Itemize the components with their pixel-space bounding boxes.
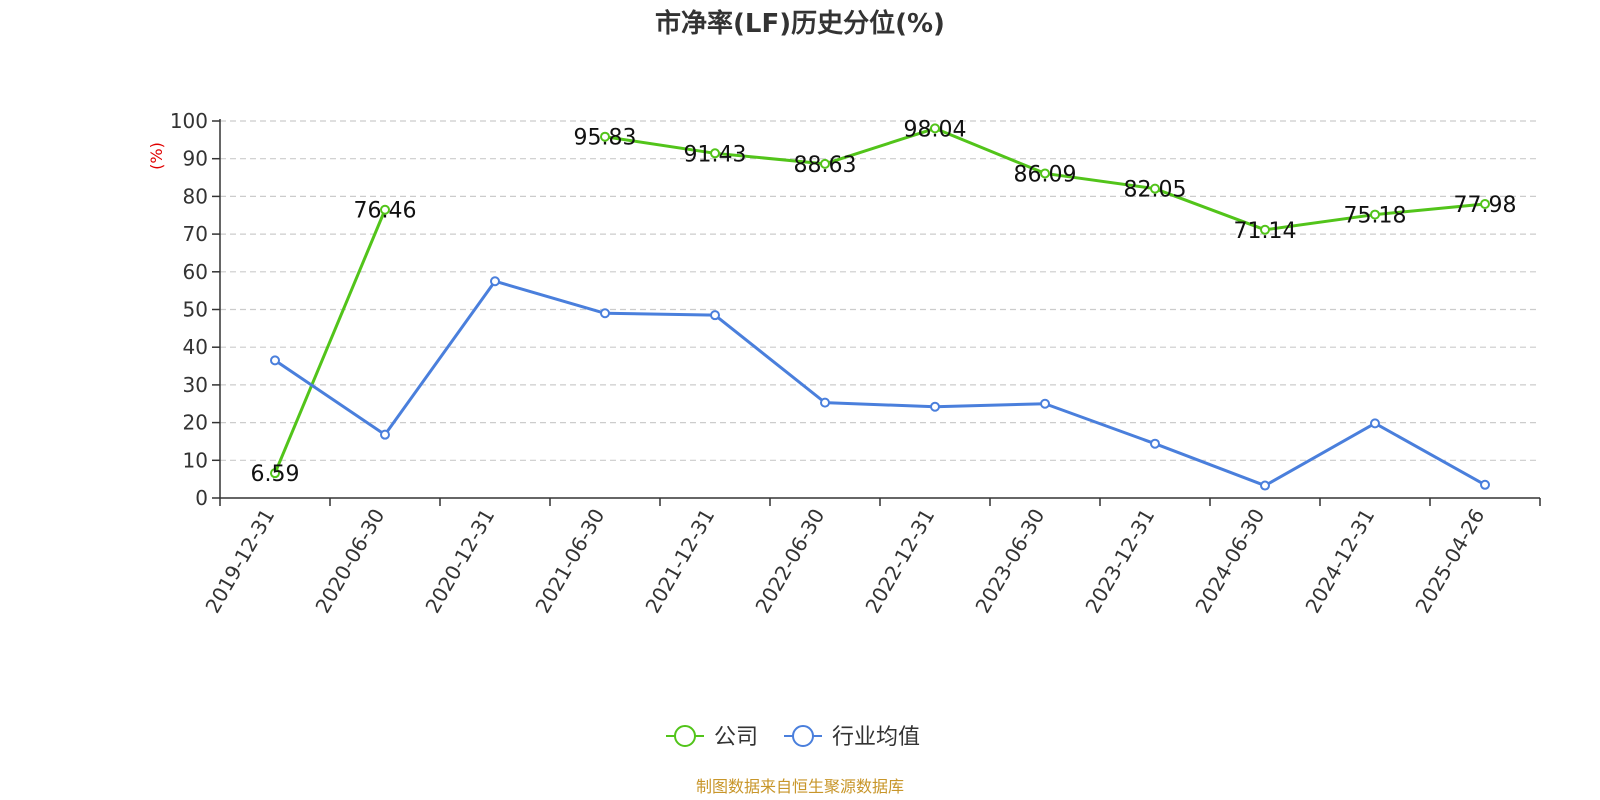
data-label: 82.05 <box>1124 178 1187 203</box>
data-point <box>380 204 390 215</box>
data-labels: 6.59 76.46 95.83 91.43 88.63 98.04 86.09 82.05 7… <box>251 117 1517 487</box>
x-tick-label: 2020-06-30 <box>310 505 389 618</box>
data-label: 98.04 <box>904 117 967 142</box>
x-tick-label: 2021-12-31 <box>640 505 719 618</box>
data-point <box>930 401 940 412</box>
data-point <box>820 397 830 408</box>
data-label: 77.98 <box>1454 193 1517 218</box>
data-label: 6.59 <box>251 462 300 487</box>
legend-marker-icon <box>674 725 696 747</box>
data-point <box>270 468 280 479</box>
y-tick-label: 70 <box>183 222 208 246</box>
gridlines <box>220 120 1540 461</box>
y-tick-label: 50 <box>183 298 208 322</box>
y-tick-label: 100 <box>170 109 208 133</box>
legend-label: 行业均值 <box>832 725 920 750</box>
data-point <box>1150 438 1160 449</box>
data-label: 76.46 <box>354 199 417 224</box>
data-label: 95.83 <box>574 126 637 151</box>
x-tick-label: 2022-12-31 <box>860 505 939 618</box>
data-point <box>1480 479 1490 490</box>
series-line-0 <box>273 209 387 474</box>
y-axis-label: (%) <box>147 142 166 170</box>
y-tick-label: 90 <box>183 147 208 171</box>
x-tick-label: 2024-06-30 <box>1190 505 1269 618</box>
series-layer <box>270 123 1490 491</box>
data-point <box>710 310 720 321</box>
series-line-1 <box>274 279 1486 488</box>
x-tick-label: 2023-06-30 <box>970 505 1049 618</box>
data-point <box>1370 418 1380 429</box>
data-point <box>270 355 280 366</box>
data-point <box>710 148 720 159</box>
data-label: 75.18 <box>1344 204 1407 229</box>
legend-marker-icon <box>792 725 814 747</box>
data-point <box>1480 199 1490 210</box>
x-tick-label: 2020-12-31 <box>420 505 499 618</box>
data-point <box>1150 183 1160 194</box>
x-tick-label: 2023-12-31 <box>1080 505 1159 618</box>
data-point <box>1260 224 1270 235</box>
data-label: 91.43 <box>684 142 747 167</box>
y-tick-label: 20 <box>183 411 208 435</box>
data-label: 88.63 <box>794 153 857 178</box>
y-tick-label: 30 <box>183 373 208 397</box>
legend[interactable]: 公司 行业均值 <box>666 725 920 750</box>
data-point <box>600 131 610 142</box>
y-tick-label: 10 <box>183 448 208 472</box>
legend-item[interactable]: 行业均值 <box>784 725 920 750</box>
y-tick-label: 40 <box>183 335 208 359</box>
legend-label: 公司 <box>714 725 758 750</box>
data-point <box>1040 398 1050 409</box>
x-tick-label: 2024-12-31 <box>1300 505 1379 618</box>
source-note: 制图数据来自恒生聚源数据库 <box>696 777 904 796</box>
x-tick-label: 2022-06-30 <box>750 505 829 618</box>
y-tick-label: 80 <box>183 184 208 208</box>
data-point <box>1040 168 1050 179</box>
data-point <box>490 276 500 287</box>
x-tick-label: 2025-04-26 <box>1410 505 1489 618</box>
data-point <box>1260 480 1270 491</box>
data-label: 71.14 <box>1234 219 1297 244</box>
data-label: 86.09 <box>1014 162 1077 187</box>
data-point <box>820 158 830 169</box>
legend-item[interactable]: 公司 <box>666 725 758 750</box>
x-tick-label: 2021-06-30 <box>530 505 609 618</box>
y-tick-label: 60 <box>183 260 208 284</box>
data-point <box>380 429 390 440</box>
data-point <box>600 308 610 319</box>
chart-title: 市净率(LF)历史分位(%) <box>655 8 945 39</box>
data-point <box>1370 209 1380 220</box>
y-tick-label: 0 <box>195 486 208 510</box>
axes: 0 10 20 30 40 50 60 70 80 90 100 2019-12-31 2020-06-… <box>170 109 1541 618</box>
x-tick-label: 2019-12-31 <box>200 505 279 618</box>
data-point <box>930 123 940 134</box>
